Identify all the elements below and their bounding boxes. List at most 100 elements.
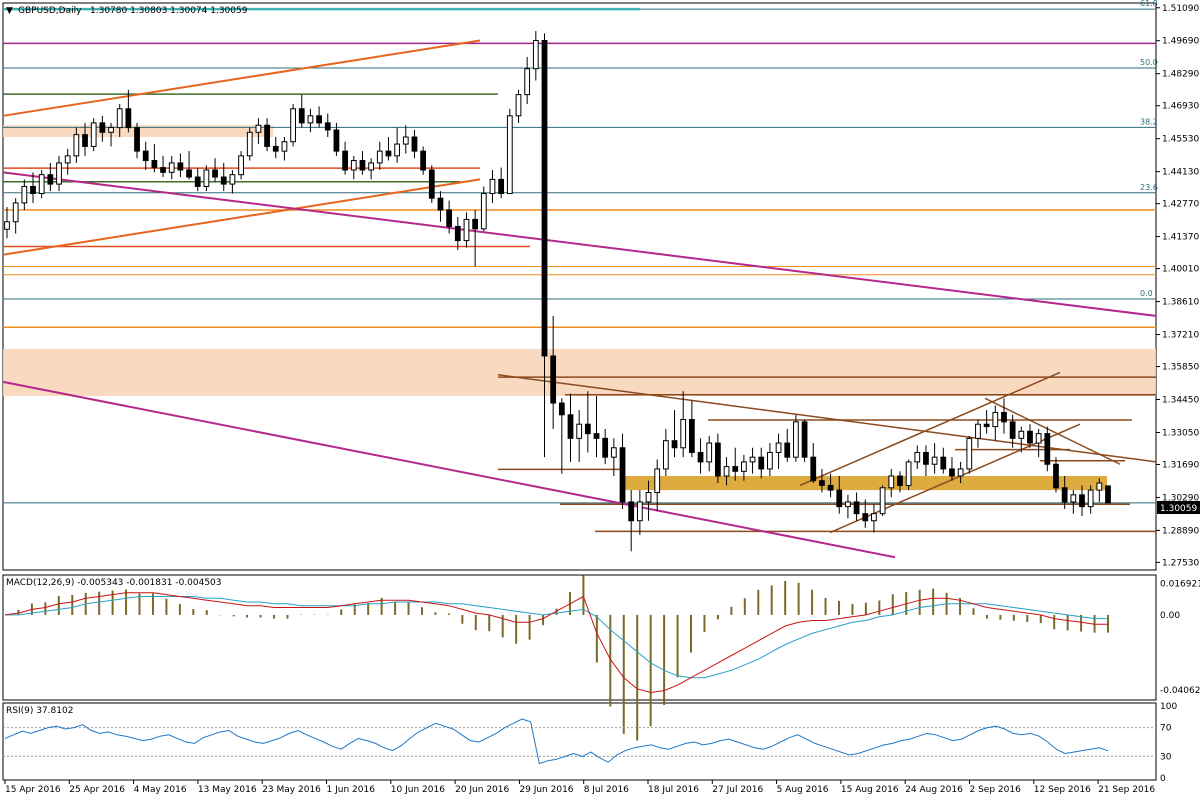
trendline-brown-channel-high [799, 371, 1061, 487]
date-tick-label: 27 Jul 2016 [712, 785, 763, 795]
current-price-label: 1.30059 [1160, 504, 1197, 514]
bear-candle [177, 162, 184, 171]
fib-labels-layer: 61.8 50.0 38.2 23.6 0.0 [1140, 0, 1158, 298]
bull-candle [281, 141, 288, 152]
rsi-tick-label: 30 [1160, 752, 1172, 762]
macd-panel-frame [2, 574, 1157, 701]
bull-candle [610, 447, 617, 458]
bull-candle [845, 501, 851, 508]
fib-label: 61.8 [1140, 0, 1158, 8]
date-tick-label: 8 Jul 2016 [584, 785, 629, 795]
price-tick-label: 1.46930 [1162, 102, 1199, 112]
price-tick-label: 1.31690 [1162, 460, 1199, 470]
fib-label: 50.0 [1140, 58, 1158, 67]
bear-candle [628, 501, 635, 522]
bear-candle [688, 419, 695, 453]
bull-candle [108, 127, 114, 133]
bear-candle [714, 442, 721, 477]
bull-candle [376, 150, 383, 164]
candles-layer [4, 31, 1111, 552]
date-tick-label: 13 May 2016 [198, 785, 257, 795]
bull-candle [767, 451, 773, 470]
rsi-series-line [4, 718, 1109, 765]
bear-candle [498, 178, 505, 195]
bear-candle [897, 475, 903, 486]
zone-gold [620, 476, 1107, 491]
bear-candle [160, 167, 166, 173]
bull-candle [931, 456, 938, 465]
bear-candle [862, 513, 869, 522]
bull-candle [645, 491, 652, 503]
bull-candle [1096, 482, 1103, 491]
macd-main-line [4, 592, 1108, 694]
bear-candle [949, 468, 955, 477]
bear-candle [324, 122, 331, 131]
bear-candle [151, 160, 158, 169]
trendline-magenta-lower [2, 380, 896, 559]
date-tick-label: 25 Apr 2016 [69, 785, 125, 795]
rsi-panel-frame [2, 702, 1157, 781]
rsi-tick-label: 70 [1160, 724, 1172, 734]
rsi-axis: 100 70 30 0 [1160, 702, 1177, 784]
date-tick-label: 12 Sep 2016 [1034, 785, 1091, 795]
trendline-brown-fall [984, 397, 1121, 465]
bear-candle [385, 150, 392, 157]
bull-candle [246, 131, 253, 157]
macd-lines [4, 592, 1108, 694]
bull-candle [1087, 489, 1094, 508]
bull-candle [307, 115, 314, 124]
bull-candle [515, 94, 522, 117]
price-tick-label: 1.42770 [1162, 200, 1199, 210]
bull-candle [775, 442, 782, 453]
bear-candle [428, 169, 435, 199]
macd-histogram [17, 575, 1109, 741]
bear-candle [194, 176, 201, 187]
header-arrow-icon[interactable]: ▼ [6, 6, 13, 16]
bear-candle [1105, 485, 1111, 504]
bear-candle [82, 134, 88, 147]
price-tick-label: 1.41370 [1162, 233, 1199, 243]
bull-candle [368, 162, 374, 171]
bull-candle [229, 174, 236, 185]
price-tick-label: 1.38610 [1162, 298, 1199, 308]
bull-candle [255, 124, 262, 133]
price-tick-label: 1.28890 [1162, 526, 1199, 536]
bull-candle [576, 423, 583, 439]
price-tick-label: 1.49690 [1162, 37, 1199, 47]
bull-candle [489, 178, 496, 195]
bear-candle [342, 150, 348, 171]
price-panel-frame [2, 2, 1157, 571]
current-price-badge [1157, 501, 1200, 514]
bull-candle [116, 108, 123, 129]
bear-candle [1027, 430, 1033, 444]
date-tick-label: 10 Jun 2016 [391, 785, 445, 795]
bull-candle [402, 136, 409, 145]
bull-candle [914, 451, 921, 463]
bear-candle [47, 174, 54, 185]
bull-candle [1070, 494, 1077, 503]
bear-candle [472, 218, 479, 230]
bear-candle [923, 451, 929, 465]
macd-tick-label: 0.00 [1160, 611, 1180, 621]
rsi-tick-label: 0 [1160, 774, 1166, 784]
bull-candle [532, 39, 539, 70]
bear-candle [593, 433, 600, 439]
bull-candle [168, 162, 175, 173]
bull-candle [706, 442, 713, 463]
macd-axis: 0.016921 0.00 -0.040621 [1160, 580, 1200, 696]
bull-candle [888, 475, 895, 489]
bear-candle [186, 169, 192, 178]
price-tick-label: 1.33050 [1162, 428, 1199, 438]
bear-candle [819, 480, 825, 486]
bear-candle [1001, 411, 1007, 423]
bull-candle [793, 421, 799, 458]
bear-candle [333, 129, 340, 152]
price-tick-label: 1.35850 [1162, 363, 1199, 373]
bull-candle [203, 169, 210, 187]
bear-candle [558, 402, 565, 416]
bear-candle [1044, 433, 1051, 465]
bear-candle [827, 484, 834, 491]
bull-candle [4, 221, 10, 230]
price-tick-label: 1.44130 [1162, 168, 1199, 178]
